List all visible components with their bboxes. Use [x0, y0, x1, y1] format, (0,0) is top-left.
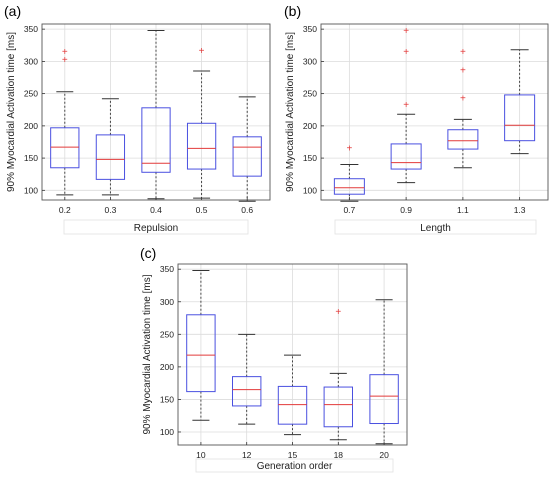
y-tick-label-a-1: 150: [24, 153, 38, 163]
y-tick-label-a-5: 350: [24, 24, 38, 34]
y-tick-label-b-0: 100: [303, 185, 317, 195]
y-tick-label-c-2: 200: [160, 362, 174, 372]
y-tick-label-b-2: 200: [303, 121, 317, 131]
y-tick-label-c-3: 250: [160, 329, 174, 339]
x-axis-label-c: Generation order: [257, 461, 333, 472]
y-axis-label-a: 90% Myocardial Activation time [ms]: [6, 32, 17, 192]
y-tick-label-b-3: 250: [303, 89, 317, 99]
y-tick-label-c-0: 100: [160, 427, 174, 437]
x-tick-label-a-4: 0.6: [241, 205, 253, 215]
y-axis-label-b: 90% Myocardial Activation time [ms]: [285, 32, 296, 192]
x-tick-label-c-2: 15: [288, 450, 298, 460]
box-a-4: [232, 136, 262, 177]
x-tick-label-c-4: 20: [379, 450, 389, 460]
xlabel-box-a: [63, 219, 249, 235]
outlier-c-3-0: +: [335, 307, 341, 318]
x-tick-label-a-2: 0.4: [150, 205, 162, 215]
xlabel-box-b: [334, 219, 537, 235]
y-tick-label-a-4: 300: [24, 56, 38, 66]
y-tick-label-a-2: 200: [24, 121, 38, 131]
box-a-3: [186, 122, 217, 170]
outlier-b-0-0: +: [346, 143, 352, 154]
x-axis-label-a: Repulsion: [134, 223, 178, 234]
panel-b: 100 150 200 250 300 350 0.7 0.9 1.1 1.3 + + + + + + + Len…: [285, 23, 549, 235]
box-a-0: [50, 127, 80, 169]
box-b-3: [504, 94, 536, 142]
outlier-a-3-0: +: [199, 46, 205, 57]
box-c-1: [232, 376, 262, 407]
y-tick-label-c-4: 300: [160, 297, 174, 307]
outlier-a-0-0: +: [62, 55, 68, 66]
box-b-0: [333, 178, 365, 195]
outlier-b-1-0: +: [403, 100, 409, 111]
x-axis-label-b: Length: [420, 223, 451, 234]
x-tick-label-a-3: 0.5: [196, 205, 208, 215]
panel-tag-b: (b): [284, 3, 301, 19]
box-c-3: [323, 386, 353, 428]
box-b-2: [447, 129, 479, 150]
x-tick-label-b-3: 1.3: [514, 205, 526, 215]
box-a-1: [95, 134, 126, 180]
box-b-1: [390, 143, 422, 170]
panel-tag-c: (c): [140, 245, 156, 261]
xlabel-box-c: [195, 458, 394, 473]
y-axis-label-c: 90% Myocardial Activation time [ms]: [142, 274, 153, 434]
x-tick-label-b-2: 1.1: [457, 205, 469, 215]
x-tick-label-b-1: 0.9: [400, 205, 412, 215]
y-tick-label-b-1: 150: [303, 153, 317, 163]
box-a-2: [141, 107, 171, 173]
y-tick-label-b-4: 300: [303, 56, 317, 66]
y-tick-label-b-5: 350: [303, 24, 317, 34]
x-tick-label-c-1: 12: [242, 450, 252, 460]
y-tick-label-c-1: 150: [160, 394, 174, 404]
y-tick-label-a-0: 100: [24, 185, 38, 195]
panel-c: 100 150 200 250 300 350 10 12 15 18 20 + Generation …: [142, 263, 408, 473]
outlier-b-1-2: +: [403, 26, 409, 37]
x-tick-label-c-0: 10: [196, 450, 206, 460]
y-tick-label-a-3: 250: [24, 89, 38, 99]
outlier-a-0-1: +: [62, 47, 68, 58]
outlier-b-2-1: +: [460, 65, 466, 76]
outlier-b-1-1: +: [403, 47, 409, 58]
box-c-2: [277, 385, 308, 425]
x-tick-label-a-1: 0.3: [104, 205, 116, 215]
x-tick-label-c-3: 18: [334, 450, 344, 460]
plot-frame-b: [320, 23, 549, 201]
panel-tag-a: (a): [4, 3, 21, 19]
box-c-0: [186, 314, 216, 393]
x-tick-label-a-0: 0.2: [59, 205, 71, 215]
outlier-b-2-0: +: [460, 94, 466, 105]
outlier-b-2-2: +: [460, 47, 466, 58]
y-tick-label-c-5: 350: [160, 264, 174, 274]
x-tick-label-b-0: 0.7: [343, 205, 355, 215]
box-c-4: [369, 374, 399, 425]
